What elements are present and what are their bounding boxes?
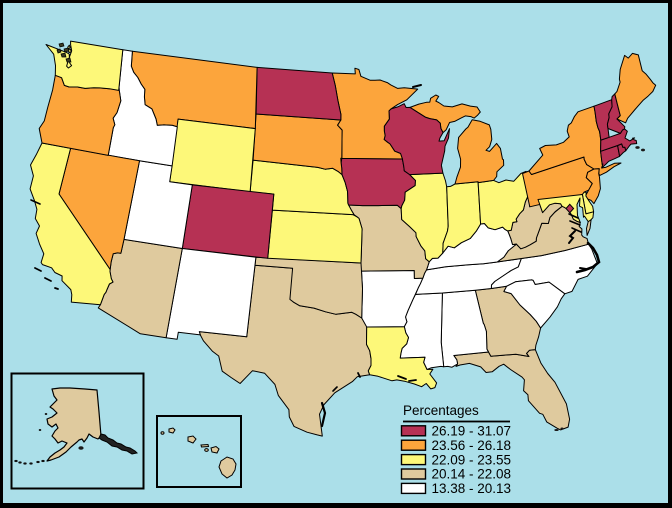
svg-text:20.14 - 22.08: 20.14 - 22.08 <box>432 467 512 482</box>
svg-text:Percentages: Percentages <box>403 403 479 418</box>
svg-text:22.09 - 23.55: 22.09 - 23.55 <box>432 452 512 467</box>
svg-text:23.56 - 26.18: 23.56 - 26.18 <box>432 438 512 453</box>
svg-text:13.38 - 20.13: 13.38 - 20.13 <box>432 481 512 496</box>
svg-text:26.19 - 31.07: 26.19 - 31.07 <box>432 424 512 439</box>
